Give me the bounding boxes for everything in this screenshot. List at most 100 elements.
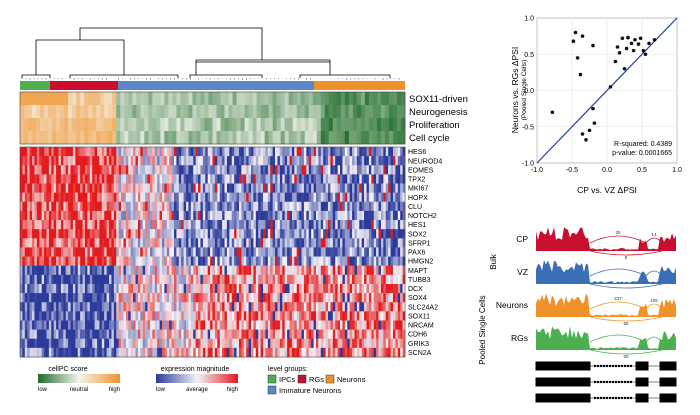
annotation-cell-cell-cycle (212, 131, 217, 145)
expression-cell (328, 302, 331, 312)
expression-cell (174, 147, 177, 157)
annotation-cell-neurogenesis (188, 105, 193, 119)
annotation-cell-neurogenesis (344, 105, 350, 119)
expression-cell (380, 147, 384, 157)
expression-cell (99, 320, 103, 330)
annotation-cell-proliferation (380, 118, 386, 132)
expression-cell (56, 247, 59, 257)
expression-cell (161, 192, 165, 203)
expression-cell (198, 156, 201, 166)
scatter-point (615, 45, 620, 49)
expression-cell (198, 147, 201, 157)
expression-cell (147, 183, 151, 193)
expression-cell (383, 192, 387, 203)
expression-cell (287, 156, 290, 166)
annotation-cell-cell-cycle (196, 131, 201, 145)
annotation-cell-proliferation (32, 118, 37, 132)
expression-cell (361, 338, 365, 349)
expression-cell (72, 174, 76, 184)
expression-cell (291, 347, 295, 358)
expression-cell (335, 229, 338, 239)
expression-cell (121, 238, 124, 248)
expression-cell (352, 238, 355, 248)
expression-cell (260, 293, 264, 303)
expression-cell (392, 210, 396, 221)
expression-cell (97, 147, 100, 157)
expression-cell (188, 283, 192, 294)
expression-cell (130, 165, 134, 175)
expression-cell (282, 274, 285, 285)
expression-cell (238, 183, 242, 193)
expression-cell (34, 165, 38, 175)
expression-cell (210, 256, 213, 266)
expression-cell (56, 220, 59, 230)
expression-cell (58, 247, 62, 257)
annotation-cell-cell-cycle (100, 131, 105, 145)
expression-cell (226, 283, 230, 294)
annotation-cell-proliferation (340, 118, 346, 132)
expression-cell (159, 265, 163, 276)
annotation-cell-sox11-driven (268, 92, 273, 106)
expression-cell (142, 320, 146, 330)
expression-cell (282, 247, 285, 257)
expression-cell (368, 274, 372, 285)
expression-cell (299, 338, 302, 349)
expression-cell (111, 174, 115, 184)
annotation-cell-neurogenesis (212, 105, 217, 119)
scatter-point (652, 37, 657, 42)
expression-cell (260, 183, 264, 193)
expression-cell (238, 311, 242, 321)
junction-arc (645, 336, 663, 343)
expression-cell (70, 329, 74, 340)
expression-cell (186, 256, 189, 266)
legend-cellpc-title: cellPC score (48, 366, 87, 373)
expression-cell (354, 338, 358, 349)
expression-cell (207, 302, 211, 312)
expression-cell (116, 274, 119, 285)
expression-cell (270, 220, 273, 230)
expression-cell (198, 247, 201, 257)
expression-cell (195, 283, 199, 294)
expression-cell (178, 210, 182, 221)
expression-cell (20, 311, 23, 321)
expression-cell (263, 220, 266, 230)
expression-cell (231, 256, 235, 266)
expression-cell (70, 293, 74, 303)
annotation-cell-sox11-driven (76, 92, 81, 106)
expression-cell (248, 174, 252, 184)
expression-cell (20, 274, 23, 285)
expression-cell (371, 174, 375, 184)
expression-cell (65, 302, 69, 312)
expression-cell (72, 347, 76, 358)
expression-cell (87, 147, 91, 157)
expression-cell (356, 274, 360, 285)
expression-cell (36, 256, 40, 266)
expression-cell (195, 165, 199, 175)
expression-cell (46, 320, 50, 330)
expression-cell (279, 329, 283, 340)
expression-cell (157, 210, 160, 221)
expression-cell (174, 293, 177, 303)
expression-cell (135, 147, 139, 157)
expression-cell (366, 156, 370, 166)
annotation-cell-proliferation (120, 118, 125, 132)
expression-cell (121, 320, 124, 330)
expression-cell (75, 293, 79, 303)
expression-cell (128, 256, 131, 266)
expression-cell (77, 156, 81, 166)
expression-cell (229, 201, 233, 212)
expression-cell (248, 311, 252, 321)
expression-cell (109, 156, 112, 166)
expression-cell (253, 192, 257, 203)
expression-cell (340, 192, 343, 203)
expression-cell (366, 192, 370, 203)
expression-cell (20, 147, 23, 157)
expression-cell (193, 302, 196, 312)
annotation-cell-neurogenesis (244, 105, 249, 119)
expression-cell (210, 283, 213, 294)
expression-cell (174, 201, 177, 212)
expression-cell (125, 347, 129, 358)
expression-cell (400, 247, 403, 257)
annotation-cell-neurogenesis (232, 105, 237, 119)
expression-cell (169, 156, 172, 166)
